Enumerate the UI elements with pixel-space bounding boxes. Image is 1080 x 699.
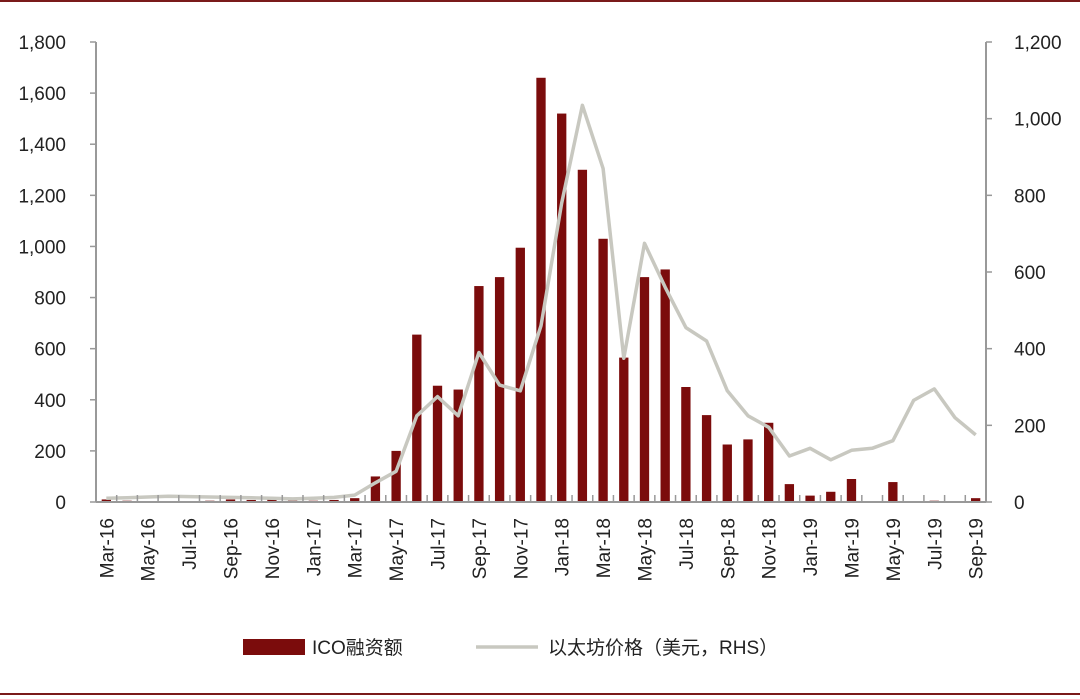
x-tick-label: May-16 (139, 518, 160, 581)
x-tick-label: Sep-18 (718, 518, 739, 579)
x-tick-label: Jan-17 (304, 518, 325, 576)
x-tick-label: Sep-19 (967, 518, 988, 579)
bar (660, 269, 670, 502)
bar (639, 277, 650, 502)
x-tick-label: Mar-16 (97, 518, 118, 578)
bar (515, 247, 525, 502)
x-tick-label: Jan-19 (801, 518, 822, 576)
x-tick-label: Sep-16 (222, 518, 243, 579)
bar (970, 498, 981, 502)
eth-price-line (106, 103, 977, 501)
bar (701, 415, 712, 502)
legend-swatch-ico (243, 639, 305, 655)
right-tick-label: 1,200 (1014, 33, 1062, 54)
left-tick-label: 1,400 (18, 135, 66, 156)
bar (888, 482, 898, 502)
bar (846, 479, 857, 502)
bar (494, 277, 505, 502)
x-tick-label: Jul-18 (677, 518, 698, 570)
x-tick-label: May-17 (387, 518, 408, 581)
bar (805, 495, 815, 502)
bar (722, 444, 732, 502)
x-tick-label: Mar-17 (346, 518, 367, 578)
x-tick-label: Sep-17 (470, 518, 491, 579)
right-axis: 0 200 400 600 800 1,000 1,200 (985, 33, 1062, 514)
left-tick-label: 200 (34, 442, 66, 463)
x-tick-label: Jul-17 (429, 518, 450, 570)
bar (764, 422, 774, 502)
top-rule (0, 0, 1080, 2)
right-tick-label: 800 (1014, 186, 1046, 207)
x-tick-label: Jul-19 (925, 518, 946, 570)
x-tick-label: May-19 (884, 518, 905, 581)
bar (826, 491, 836, 502)
bar (350, 498, 360, 502)
legend-label-eth: 以太坊价格（美元，RHS） (548, 637, 778, 659)
bar (432, 385, 443, 502)
left-axis: 0 200 400 600 800 1,000 1,200 1,400 1,600 1,800 (18, 33, 97, 514)
right-tick-label: 200 (1014, 416, 1046, 437)
x-tick-label: Nov-16 (263, 518, 284, 579)
left-tick-label: 1,200 (18, 186, 66, 207)
bar (267, 499, 277, 502)
left-tick-label: 1,000 (18, 237, 66, 258)
bar (598, 238, 608, 502)
x-tick-label: Mar-19 (842, 518, 863, 578)
bar (329, 499, 339, 502)
bar (453, 389, 463, 502)
right-tick-label: 400 (1014, 340, 1046, 361)
right-tick-label: 600 (1014, 263, 1046, 284)
line-series (106, 103, 977, 501)
left-tick-label: 600 (34, 340, 66, 361)
right-tick-label: 1,000 (1014, 110, 1062, 131)
x-tick-label: Jul-16 (180, 518, 201, 570)
x-tick-label: Nov-18 (760, 518, 781, 579)
bar (101, 499, 112, 502)
bar (246, 499, 256, 502)
bar (225, 499, 236, 502)
bottom-rule (0, 693, 1080, 695)
left-tick-label: 1,800 (18, 33, 66, 54)
left-tick-label: 800 (34, 289, 66, 310)
legend: ICO融资额 以太坊价格（美元，RHS） (243, 637, 778, 659)
legend-label-ico: ICO融资额 (312, 637, 403, 659)
x-axis: Mar-16 May-16 Jul-16 Sep-16 Nov-16 Jan-17 Mar-… (95, 495, 988, 581)
bar (784, 484, 795, 502)
left-tick-label: 1,600 (18, 84, 66, 105)
x-tick-label: Mar-18 (594, 518, 615, 578)
bar (370, 476, 381, 502)
bar (681, 387, 691, 502)
bar-series (101, 77, 981, 503)
bar (474, 286, 484, 502)
bar (743, 439, 753, 502)
left-tick-label: 0 (55, 493, 66, 514)
bar (557, 113, 567, 503)
bar (619, 357, 629, 502)
bar (536, 77, 546, 503)
right-tick-label: 0 (1014, 493, 1025, 514)
bar (577, 169, 588, 502)
left-tick-label: 400 (34, 391, 66, 412)
x-tick-label: Jan-18 (553, 518, 574, 576)
bar (391, 450, 401, 502)
x-tick-label: May-18 (635, 518, 656, 581)
x-tick-label: Nov-17 (511, 518, 532, 579)
